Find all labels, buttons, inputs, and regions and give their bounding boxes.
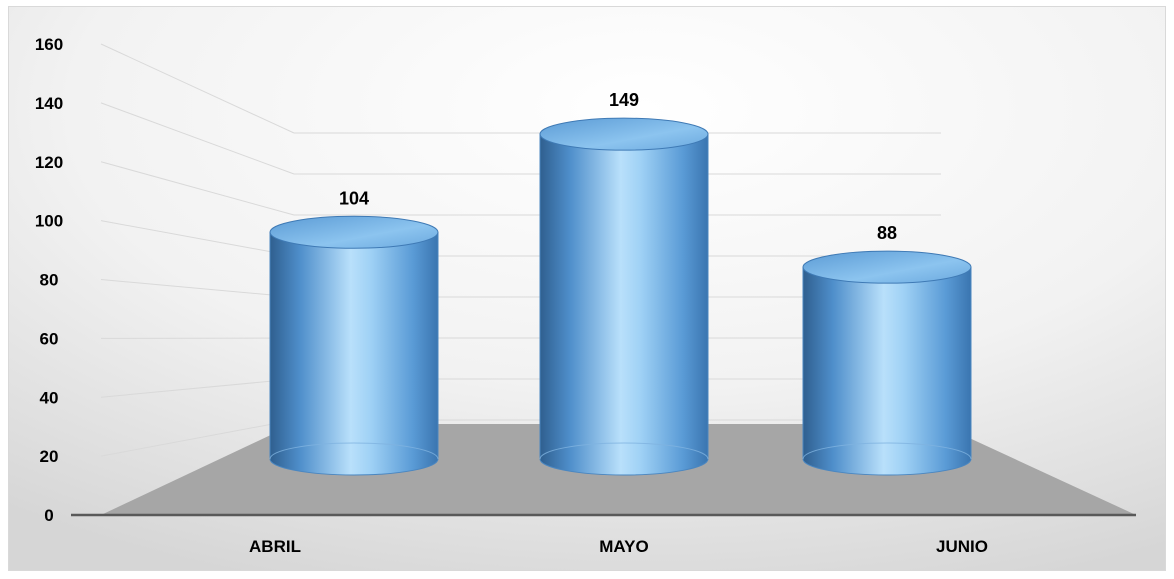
y-tick-label: 40 bbox=[40, 388, 59, 407]
bar-top bbox=[802, 250, 972, 284]
bars: 104 149 88 bbox=[269, 90, 972, 476]
bar-body bbox=[802, 266, 972, 476]
y-tick-label: 160 bbox=[35, 35, 63, 54]
bar-top bbox=[269, 215, 439, 249]
bar-junio: 88 bbox=[802, 223, 972, 476]
data-label: 104 bbox=[339, 188, 369, 208]
bar-body bbox=[269, 231, 439, 476]
gridline-side bbox=[100, 378, 295, 398]
y-axis-tick-labels: 0 20 40 60 80 100 120 140 160 bbox=[35, 35, 63, 525]
gridline-side bbox=[100, 279, 295, 298]
bar-top bbox=[539, 117, 709, 151]
data-label: 149 bbox=[609, 90, 639, 110]
gridline-side bbox=[100, 161, 295, 216]
category-label: JUNIO bbox=[936, 537, 988, 556]
bar-body bbox=[539, 133, 709, 476]
category-label: MAYO bbox=[599, 537, 648, 556]
y-tick-label: 20 bbox=[40, 447, 59, 466]
bar-base-edge bbox=[269, 442, 439, 460]
y-tick-label: 60 bbox=[40, 329, 59, 348]
chart-frame: 0 20 40 60 80 100 120 140 160 104 149 88 ABRIL MAYO… bbox=[8, 6, 1166, 571]
y-tick-label: 80 bbox=[40, 271, 59, 290]
gridline-side bbox=[100, 220, 295, 257]
bar-abril: 104 bbox=[269, 188, 439, 476]
y-tick-label: 100 bbox=[35, 212, 63, 231]
bar-base-edge bbox=[802, 442, 972, 460]
category-labels: ABRIL MAYO JUNIO bbox=[249, 537, 988, 556]
bar-base-edge bbox=[539, 442, 709, 460]
cylinder-bar-chart: 0 20 40 60 80 100 120 140 160 104 149 88 ABRIL MAYO… bbox=[9, 7, 1165, 570]
y-tick-label: 0 bbox=[44, 506, 53, 525]
y-tick-label: 140 bbox=[35, 94, 63, 113]
y-tick-label: 120 bbox=[35, 153, 63, 172]
gridline-side bbox=[100, 43, 295, 134]
category-label: ABRIL bbox=[249, 537, 301, 556]
gridline-side bbox=[100, 419, 295, 457]
bar-mayo: 149 bbox=[539, 90, 709, 476]
data-label: 88 bbox=[877, 223, 897, 243]
gridline-side bbox=[100, 102, 295, 175]
